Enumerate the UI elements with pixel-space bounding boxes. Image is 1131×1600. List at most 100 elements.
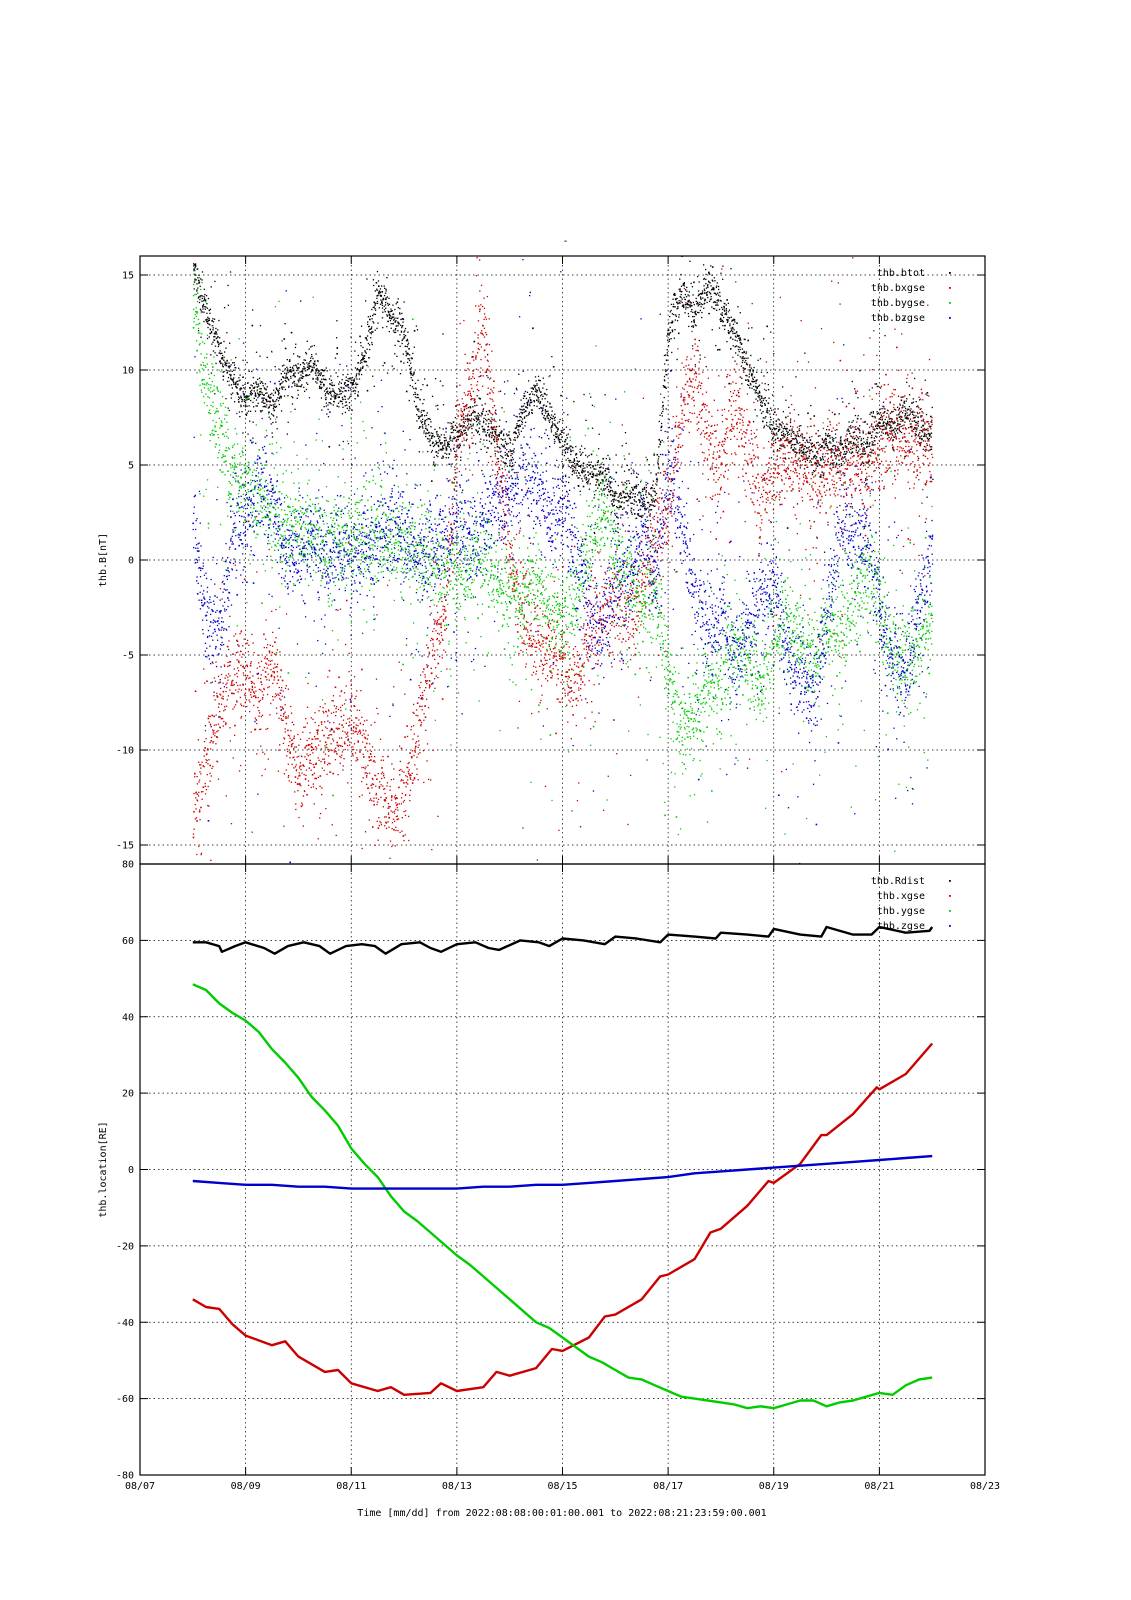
data-point [361,358,363,361]
data-point [223,583,226,585]
data-point [581,564,584,567]
data-point [598,627,600,630]
data-point [323,544,325,547]
data-point [788,442,791,444]
data-point [692,593,694,595]
data-point [337,556,340,559]
data-point [926,601,928,604]
data-point [671,329,674,332]
data-point [445,449,448,451]
data-point [487,583,489,586]
data-point [881,646,883,649]
data-point [287,672,290,674]
data-point [449,534,451,536]
y-tick-label: -15 [116,841,134,852]
data-point [215,443,217,445]
x-tick-label: 08/23 [970,1481,1000,1492]
data-point [286,583,289,585]
data-point [837,742,840,744]
data-point [870,411,873,414]
data-point [460,583,462,586]
data-point [926,421,928,423]
data-point [687,676,689,679]
data-point [371,826,374,828]
data-point [439,510,442,513]
data-point [726,299,728,301]
data-point [591,615,593,618]
data-point [522,454,525,456]
data-point [245,398,248,400]
data-point [326,531,329,534]
data-point [556,621,558,623]
data-point [889,637,891,639]
data-point [600,519,603,521]
data-point [855,392,857,395]
data-point [200,237,202,239]
data-point [511,477,514,480]
data-point [607,521,609,523]
data-point [898,656,901,658]
data-point [664,532,666,535]
data-point [898,661,900,664]
y-tick-label: -60 [116,1394,134,1405]
data-point [341,526,344,528]
data-point [879,462,881,465]
data-point [881,448,883,450]
data-point [298,774,301,777]
data-point [539,478,542,481]
y-axis-label: thb.location[RE] [98,1121,109,1217]
data-point [579,658,581,661]
data-point [862,502,864,505]
data-point [428,526,431,529]
data-point [404,547,407,550]
data-point [293,374,295,377]
data-point [621,609,623,612]
legend-entry: thb.bygse [871,298,925,309]
data-point [709,292,712,295]
data-point [274,544,276,546]
data-point [209,764,212,767]
data-point [771,495,774,498]
data-point [822,473,825,475]
data-point [592,725,595,728]
data-point [338,396,340,398]
data-point [357,552,359,555]
data-point [639,515,642,518]
data-point [238,401,240,403]
data-point [457,430,459,433]
data-point [635,485,638,488]
data-point [381,546,384,549]
data-point [611,615,614,618]
data-point [635,548,638,550]
data-point [290,545,293,547]
data-point [354,386,357,389]
data-point [443,563,445,565]
data-point [373,803,375,806]
data-point [469,406,472,409]
data-point [347,540,350,543]
data-point [733,318,736,321]
y-axis-label: thb.B[nT] [98,533,109,587]
data-point [383,362,386,364]
data-point [841,687,843,689]
data-point [693,399,695,402]
data-point [609,583,611,586]
data-point [915,433,917,436]
page-title: - [562,236,569,247]
data-point [531,643,534,645]
data-point [319,775,322,777]
data-point [766,672,769,675]
data-point [676,470,678,472]
data-point [583,543,585,546]
data-point [728,602,731,604]
data-point [240,539,242,541]
data-point [200,567,202,570]
data-point [498,595,501,598]
data-point [370,327,373,330]
data-point [783,624,785,627]
data-point [416,544,419,547]
data-point [213,628,216,631]
data-point [792,687,795,690]
data-point [234,466,236,468]
data-point [622,638,625,640]
